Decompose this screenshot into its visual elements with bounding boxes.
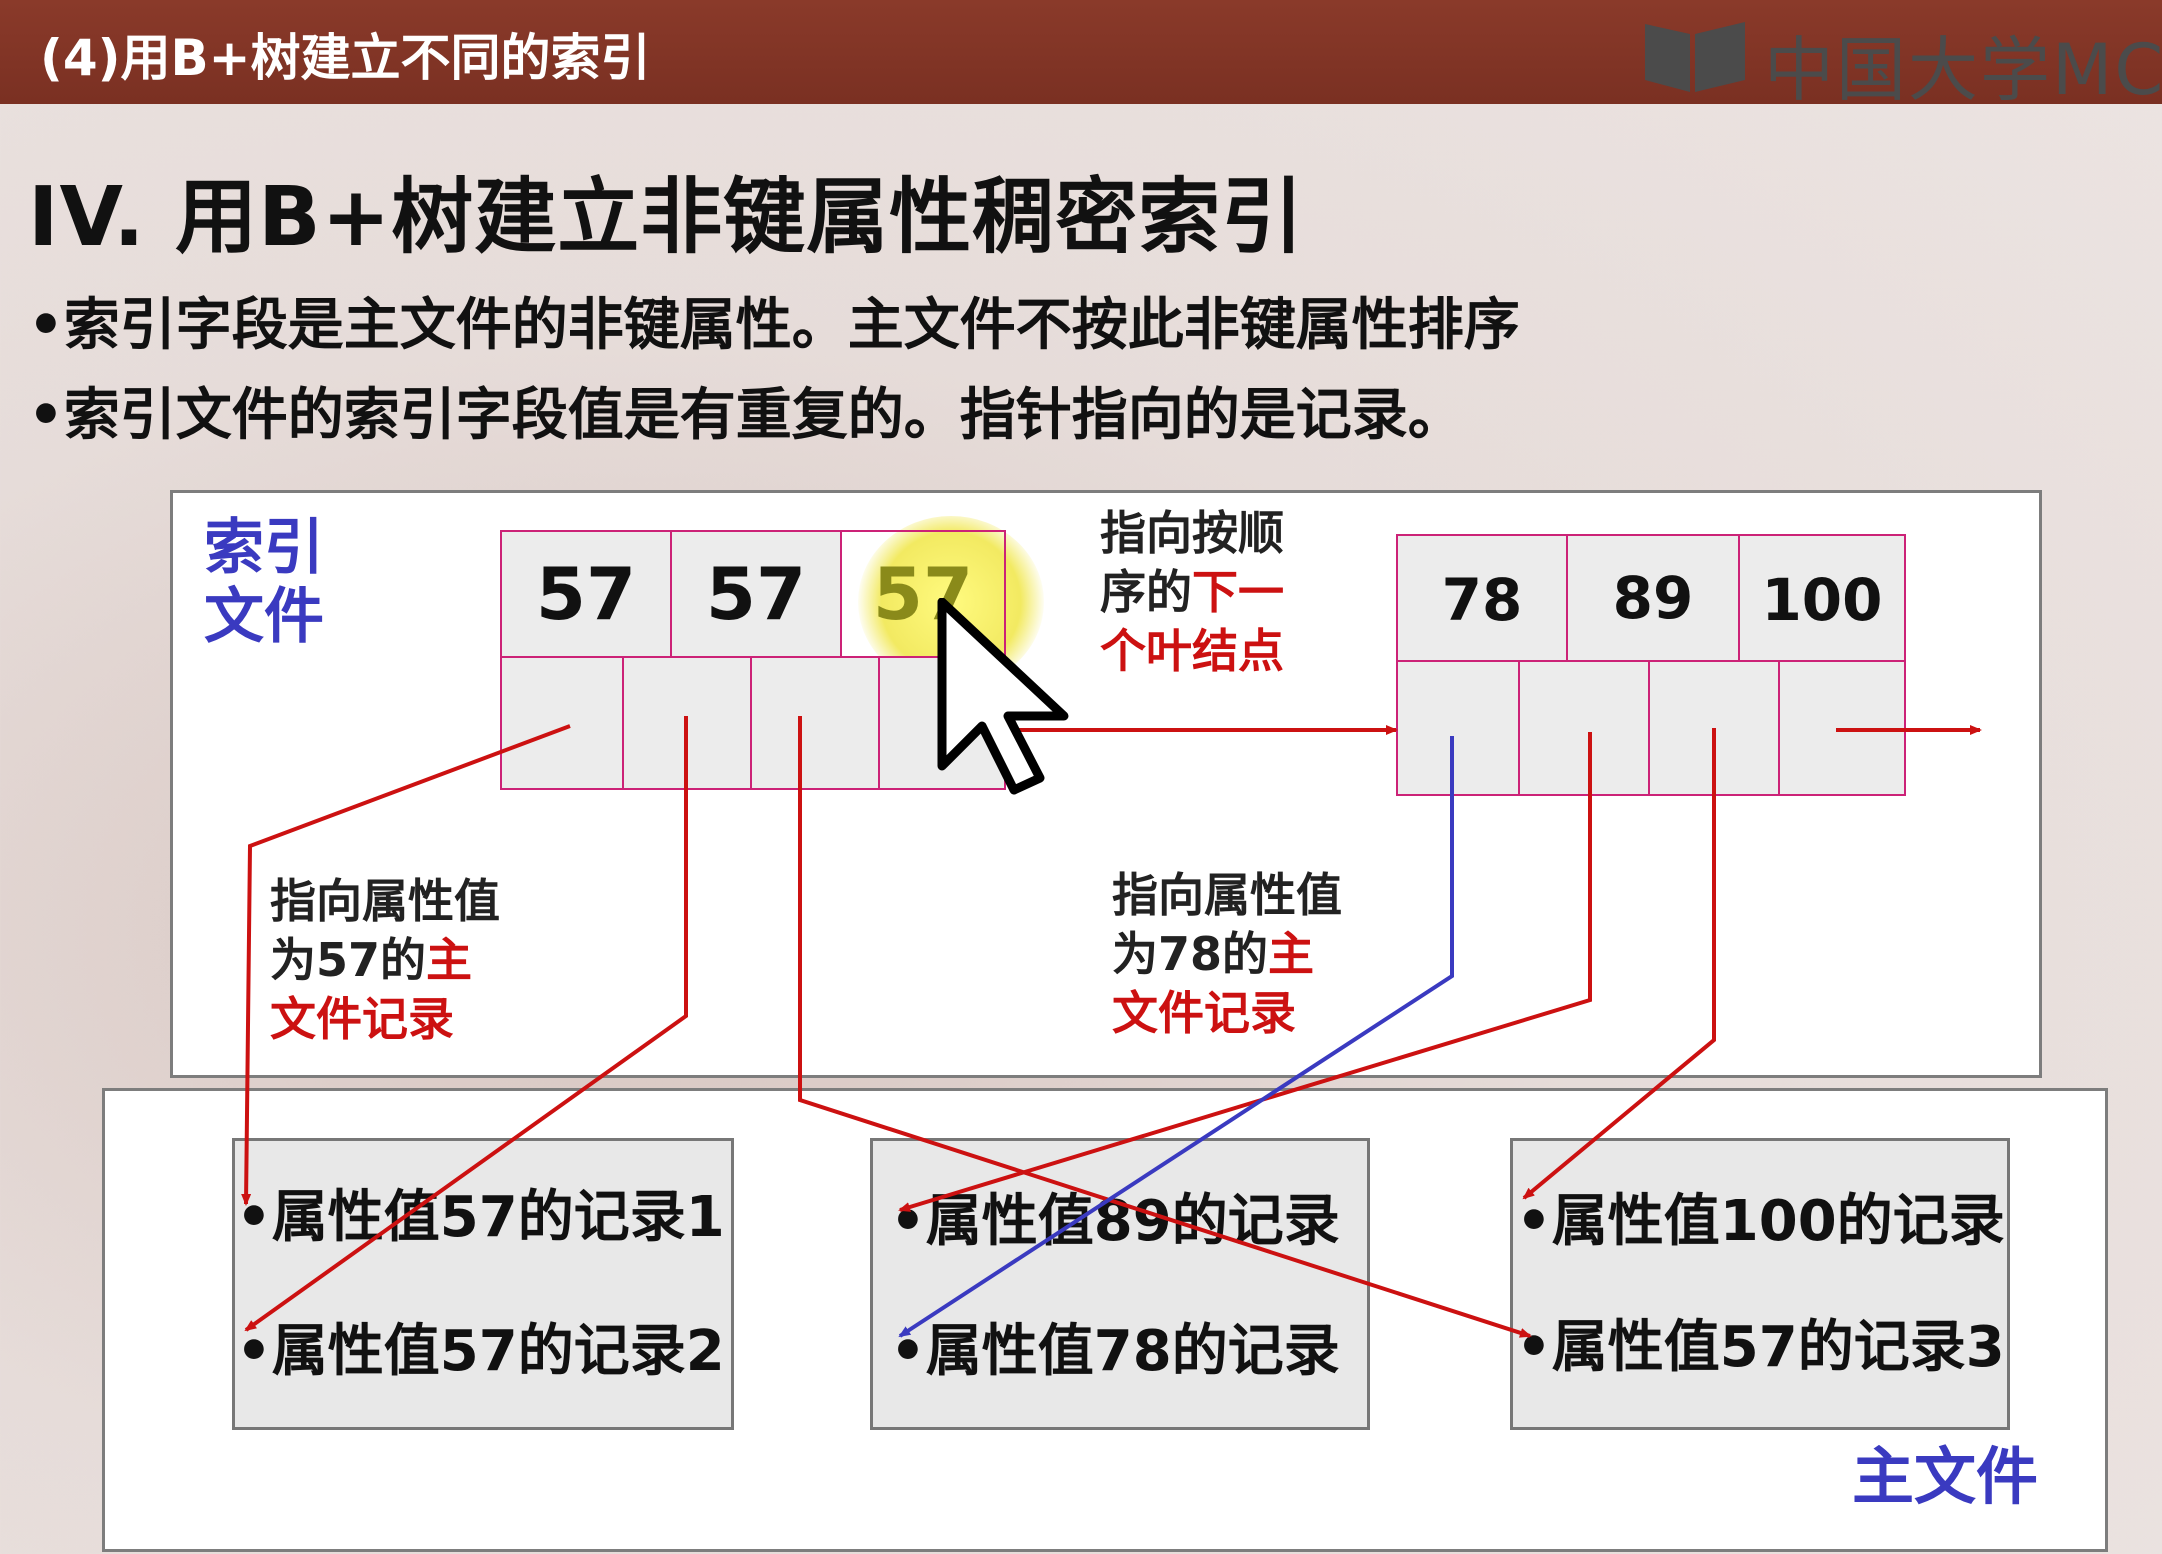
note-57-line1: 指向属性值 [270, 874, 500, 928]
note-next-leaf: 指向按顺 序的下一 个叶结点 [1100, 504, 1284, 681]
note-78-line3: 文件记录 [1112, 985, 1296, 1040]
leaf1-key-1: 57 [500, 530, 672, 658]
arrow-78-record [898, 736, 1454, 1338]
logo-text: 中国大学MC [1764, 29, 2162, 111]
record-78: •属性值78的记录 [890, 1319, 1340, 1384]
lecture-title: (4)用B+树建立不同的索引 [40, 29, 651, 87]
note-next-leaf-line3: 个叶结点 [1100, 623, 1284, 678]
record-group-1 [232, 1138, 734, 1430]
record-100: •属性值100的记录 [1516, 1189, 2005, 1254]
mooc-logo: 中国大学MC [1640, 6, 2162, 111]
note-78-line1: 指向属性值 [1112, 868, 1342, 922]
note-next-leaf-line2a: 序的 [1100, 564, 1192, 619]
bullet-1: •索引字段是主文件的非键属性。主文件不按此非键属性排序 [28, 293, 1520, 358]
note-57-line2b: 主 [426, 932, 473, 987]
leaf2-key-3: 100 [1738, 534, 1906, 662]
note-next-leaf-line2b: 下一 [1192, 564, 1284, 619]
index-file-label-line1: 索引 [204, 513, 324, 583]
mouse-cursor-icon [937, 598, 1069, 795]
note-78-line2a: 为78的 [1112, 926, 1269, 981]
record-group-3 [1510, 1138, 2010, 1430]
book-icon [1645, 22, 1745, 92]
bullet-2: •索引文件的索引字段值是有重复的。指针指向的是记录。 [28, 383, 1464, 448]
note-value-78: 指向属性值 为78的主 文件记录 [1112, 866, 1342, 1043]
arrow-57-record3 [798, 716, 1532, 1338]
arrow-100-record [1522, 728, 1716, 1200]
record-57-1: •属性值57的记录1 [236, 1185, 725, 1250]
leaf1-pointer-1 [500, 656, 624, 790]
note-57-line2a: 为57的 [270, 932, 427, 987]
note-value-57: 指向属性值 为57的主 文件记录 [270, 872, 500, 1049]
main-file-label: 主文件 [1852, 1440, 2039, 1513]
record-57-2: •属性值57的记录2 [236, 1319, 725, 1384]
note-57-line3: 文件记录 [270, 991, 454, 1046]
leaf2-key-1: 78 [1396, 534, 1568, 662]
leaf2-pointer-1 [1396, 660, 1520, 796]
note-next-leaf-line1: 指向按顺 [1100, 506, 1284, 560]
record-57-3: •属性值57的记录3 [1516, 1315, 2005, 1380]
slide-heading: IV. 用B+树建立非键属性稠密索引 [28, 170, 1305, 265]
arrow-57-record2 [244, 716, 688, 1332]
index-file-label-line2: 文件 [204, 582, 324, 652]
arrow-57-record1 [241, 724, 571, 1206]
arrow-89-record [898, 732, 1592, 1212]
index-file-label: 索引 文件 [204, 514, 324, 652]
note-78-line2b: 主 [1268, 926, 1315, 981]
leaf2-pointer-2 [1518, 660, 1650, 796]
header-bar: (4)用B+树建立不同的索引 中国大学MC [0, 0, 2162, 111]
leaf2-key-2: 89 [1566, 534, 1740, 662]
